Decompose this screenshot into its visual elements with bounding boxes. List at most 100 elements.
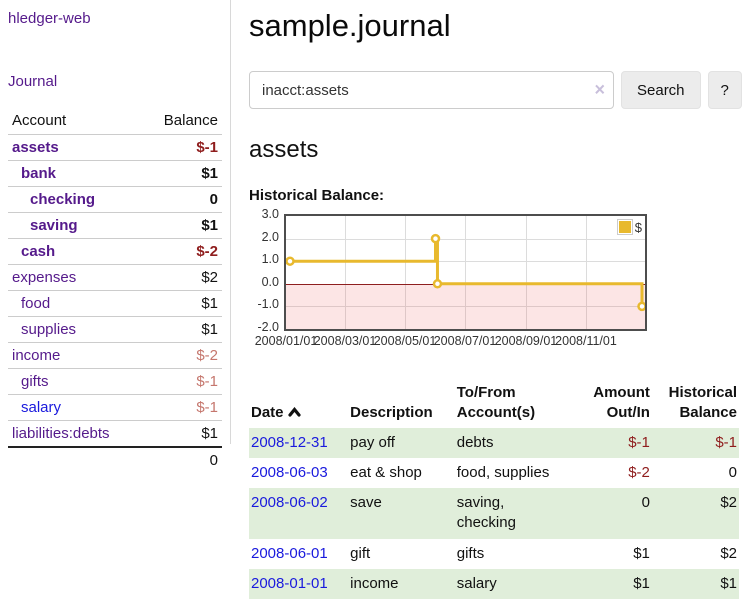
account-link[interactable]: salary <box>21 399 61 416</box>
transaction-balance: $2 <box>652 488 739 539</box>
help-button[interactable]: ? <box>708 71 742 109</box>
sidebar-item-journal[interactable]: Journal <box>8 73 57 90</box>
account-balance: $-2 <box>142 343 222 369</box>
accounts-column-header: To/From Account(s) <box>455 380 571 428</box>
description-column-header: Description <box>348 380 455 428</box>
account-balance: 0 <box>142 187 222 213</box>
account-balance: $1 <box>142 421 222 448</box>
y-axis-tick-label: 1.0 <box>249 253 279 266</box>
search-form: × Search ? <box>249 71 742 109</box>
account-row: gifts $-1 <box>8 369 222 395</box>
amount-column-header: Amount Out/In <box>571 380 652 428</box>
account-link[interactable]: assets <box>12 139 59 156</box>
transaction-amount: $1 <box>571 569 652 599</box>
account-link[interactable]: checking <box>30 191 95 208</box>
account-link[interactable]: saving <box>30 217 78 234</box>
transaction-accounts: saving, checking <box>455 488 571 539</box>
account-balance: $1 <box>142 291 222 317</box>
date-link[interactable]: 2008-12-31 <box>251 434 328 451</box>
sidebar: hledger-web Journal Account Balance asse… <box>0 0 231 444</box>
transaction-amount: 0 <box>571 488 652 539</box>
register-table: Date Description To/From Account(s) Amou… <box>249 380 739 599</box>
account-row: bank $1 <box>8 161 222 187</box>
transaction-amount: $1 <box>571 539 652 569</box>
account-row: income $-2 <box>8 343 222 369</box>
account-balance: $1 <box>142 161 222 187</box>
chart-label: Historical Balance: <box>249 187 742 204</box>
y-axis-tick-label: 2.0 <box>249 231 279 244</box>
sort-ascending-icon <box>288 407 301 417</box>
account-link[interactable]: supplies <box>21 321 76 338</box>
date-link[interactable]: 2008-06-01 <box>251 545 328 562</box>
chart-plot-area: $ <box>284 214 647 331</box>
account-link[interactable]: expenses <box>12 269 76 286</box>
account-row: assets $-1 <box>8 135 222 161</box>
x-axis-tick-label: 2008/09/01 <box>495 334 558 348</box>
transaction-amount: $-2 <box>571 458 652 488</box>
transaction-balance: $1 <box>652 569 739 599</box>
y-axis-tick-label: -1.0 <box>249 298 279 311</box>
transaction-balance: 0 <box>652 458 739 488</box>
account-balance: $-1 <box>142 135 222 161</box>
legend-swatch-icon <box>617 219 633 235</box>
account-link[interactable]: liabilities:debts <box>12 425 110 442</box>
transaction-balance: $-1 <box>652 428 739 458</box>
transaction-description: save <box>348 488 455 539</box>
chart-legend: $ <box>617 219 642 235</box>
x-axis-tick-label: 2008/07/01 <box>434 334 497 348</box>
account-balance: $-1 <box>142 395 222 421</box>
account-link[interactable]: gifts <box>21 373 49 390</box>
account-link[interactable]: income <box>12 347 60 364</box>
balance-column-header-main: Historical Balance <box>652 380 739 428</box>
date-link[interactable]: 2008-06-02 <box>251 494 328 511</box>
account-link[interactable]: bank <box>21 165 56 182</box>
account-balance: $2 <box>142 265 222 291</box>
transaction-description: income <box>348 569 455 599</box>
transaction-description: pay off <box>348 428 455 458</box>
account-balance: $1 <box>142 317 222 343</box>
transaction-accounts: gifts <box>455 539 571 569</box>
account-row: expenses $2 <box>8 265 222 291</box>
transaction-accounts: debts <box>455 428 571 458</box>
account-column-header: Account <box>8 108 142 135</box>
account-row: supplies $1 <box>8 317 222 343</box>
search-button[interactable]: Search <box>621 71 701 109</box>
search-box: × <box>249 71 614 109</box>
transaction-accounts: food, supplies <box>455 458 571 488</box>
account-link[interactable]: food <box>21 295 50 312</box>
main-content: sample.journal × Search ? assets Histori… <box>231 0 742 599</box>
date-link[interactable]: 2008-06-03 <box>251 464 328 481</box>
x-axis-tick-label: 2008/11/01 <box>555 334 617 348</box>
y-axis-tick-label: 3.0 <box>249 208 279 221</box>
account-row: food $1 <box>8 291 222 317</box>
account-row: saving $1 <box>8 213 222 239</box>
account-row: liabilities:debts $1 <box>8 421 222 448</box>
search-input[interactable] <box>249 71 614 109</box>
account-row: salary $-1 <box>8 395 222 421</box>
x-axis-tick-label: 2008/03/01 <box>314 334 377 348</box>
account-balance: $-1 <box>142 369 222 395</box>
y-axis-tick-label: -2.0 <box>249 321 279 334</box>
account-balance-table: Account Balance assets $-1 bank $1 checking 0… <box>8 108 222 473</box>
date-link[interactable]: 2008-01-01 <box>251 575 328 592</box>
transaction-description: gift <box>348 539 455 569</box>
account-total-row: 0 <box>8 447 222 473</box>
account-balance: $1 <box>142 213 222 239</box>
account-row: cash $-2 <box>8 239 222 265</box>
account-heading: assets <box>249 136 742 164</box>
clear-search-icon[interactable]: × <box>594 81 605 99</box>
balance-column-header: Balance <box>142 108 222 135</box>
brand-link[interactable]: hledger-web <box>8 10 91 27</box>
account-link[interactable]: cash <box>21 243 55 260</box>
date-column-header[interactable]: Date <box>249 380 348 428</box>
transaction-amount: $-1 <box>571 428 652 458</box>
account-balance: $-2 <box>142 239 222 265</box>
